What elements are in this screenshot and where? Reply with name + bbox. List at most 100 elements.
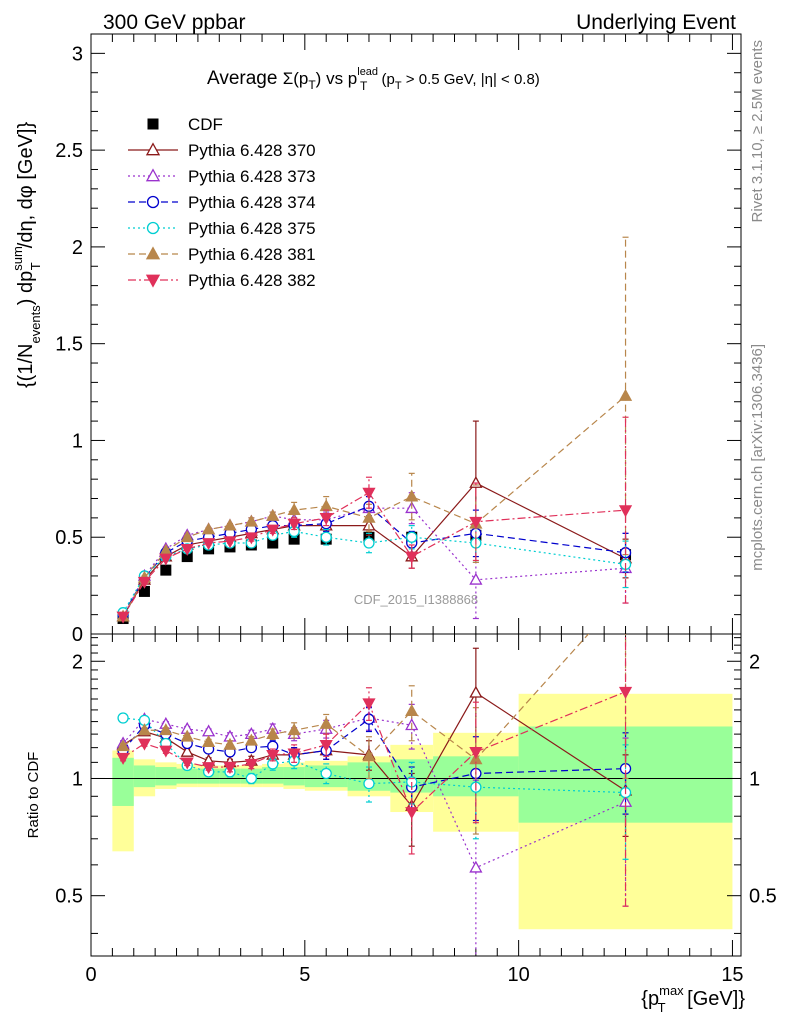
legend: CDF Pythia 6.428 370 Pythia 6.428 373 Pythi… (128, 115, 316, 290)
title-prefix: Average (207, 68, 283, 89)
x-tick-label: 15 (721, 964, 743, 986)
legend-marker (148, 223, 159, 234)
data-point (406, 808, 417, 818)
series-pythia-6-428-381 (118, 237, 631, 621)
title-sup-lead: lead (357, 66, 378, 78)
ratio-y-tick-label-right: 1 (749, 768, 760, 790)
data-point (160, 746, 171, 756)
xlabel-sub-t: T (658, 1000, 666, 1015)
x-tick-label: 5 (299, 964, 310, 986)
main-y-tick-label: 2.5 (55, 140, 83, 162)
legend-marker (148, 197, 159, 208)
band-inner-bin (155, 767, 176, 785)
title-sigma: Σ(p (283, 69, 309, 88)
main-y-tick-label: 2 (72, 237, 83, 259)
ratio-y-tick-label-left: 0.5 (55, 886, 83, 908)
xlabel-open: {p (641, 988, 659, 1010)
data-point (203, 726, 214, 736)
legend-marker (148, 119, 159, 130)
title-cut: (p (377, 71, 395, 88)
main-y-tick-label: 1 (72, 430, 83, 452)
legend-entry-pythia-6-428-373: Pythia 6.428 373 (128, 167, 316, 186)
title-sub-t2: T (360, 79, 368, 93)
ylabel-sup-sum: sum (10, 246, 25, 271)
legend-entry-pythia-6-428-370: Pythia 6.428 370 (128, 141, 316, 160)
x-tick-label: 0 (85, 964, 96, 986)
legend-label: Pythia 6.428 374 (188, 193, 316, 212)
analysis-watermark: CDF_2015_I1388868 (354, 592, 478, 607)
header-right: Underlying Event (576, 11, 736, 34)
data-point (470, 687, 481, 697)
legend-label: Pythia 6.428 382 (188, 271, 316, 290)
legend-label: CDF (188, 115, 223, 134)
band-inner-bin (134, 765, 155, 787)
data-point (321, 532, 331, 542)
legend-entry-pythia-6-428-382: Pythia 6.428 382 (128, 271, 316, 290)
data-point (363, 699, 374, 709)
data-point (160, 565, 171, 576)
data-point (267, 510, 278, 520)
rivet-side-label: Rivet 3.1.10, ≥ 2.5M events (749, 40, 766, 223)
main-y-tick-label: 1.5 (55, 334, 83, 356)
data-point (470, 862, 481, 872)
main-y-tick-label: 0.5 (55, 527, 83, 549)
legend-marker (147, 144, 159, 155)
ylabel-part1: {(1/N (15, 344, 37, 388)
data-point (224, 520, 235, 530)
legend-entry-cdf: CDF (148, 115, 223, 134)
data-point (364, 779, 374, 789)
title-cut2: > 0.5 GeV, |η| < 0.8) (402, 71, 540, 88)
mcplots-side-label: mcplots.cern.ch [arXiv:1306.3436] (749, 344, 766, 571)
data-point (470, 574, 481, 584)
data-point (139, 739, 150, 749)
xlabel-sup-max: max (659, 983, 684, 998)
ylabel-part3: /dη, dφ [GeV]} (15, 122, 37, 249)
ylabel-sub-t: T (28, 262, 43, 270)
x-tick-label: 10 (508, 964, 530, 986)
data-point (406, 491, 417, 501)
main-y-axis-label: {(1/Nevents) dpsum T/dη, dφ [GeV]} (10, 122, 43, 388)
title-vs: vs p (321, 69, 357, 88)
legend-entry-pythia-6-428-374: Pythia 6.428 374 (128, 193, 316, 212)
plot-title: Average Σ(pT) vs plead T (pT > 0.5 GeV, |… (207, 66, 540, 93)
legend-label: Pythia 6.428 373 (188, 167, 316, 186)
legend-label: Pythia 6.428 370 (188, 141, 316, 160)
data-point (620, 390, 631, 400)
xlabel-unit: [GeV]} (682, 988, 746, 1010)
ratio-y-tick-label-left: 2 (72, 651, 83, 673)
ratio-uncertainty-bands (112, 694, 732, 929)
data-point (364, 538, 374, 548)
data-point (289, 725, 300, 735)
data-point (470, 477, 481, 487)
band-inner-bin (112, 758, 133, 806)
ylabel-part2: ) dp (15, 271, 37, 305)
data-point (407, 532, 417, 542)
data-point (289, 504, 300, 514)
ratio-y-tick-label-right: 0.5 (749, 886, 777, 908)
data-point (118, 713, 128, 723)
legend-entry-pythia-6-428-381: Pythia 6.428 381 (128, 245, 316, 264)
legend-label: Pythia 6.428 381 (188, 245, 316, 264)
chart-root: 300 GeV ppbar Underlying Event 0 0.5 1 1.5 2… (0, 0, 786, 1024)
legend-marker (147, 275, 159, 286)
data-point (321, 718, 332, 728)
legend-label: Pythia 6.428 375 (188, 219, 316, 238)
data-point (246, 773, 256, 783)
data-point (363, 488, 374, 498)
data-point (620, 506, 631, 516)
header-left: 300 GeV ppbar (103, 11, 245, 34)
x-axis-label: {pmax T [GeV]} (641, 983, 745, 1015)
legend-marker (147, 248, 159, 259)
main-series (118, 237, 631, 624)
ylabel-sub-events: events (28, 305, 43, 344)
ratio-y-tick-label-left: 1 (72, 768, 83, 790)
band-inner-bin (283, 767, 304, 785)
main-y-tick-label: 3 (72, 43, 83, 65)
legend-entry-pythia-6-428-375: Pythia 6.428 375 (128, 219, 316, 238)
main-y-tick-label: 0 (72, 624, 83, 646)
legend-marker (147, 170, 159, 181)
ratio-y-axis-label: Ratio to CDF (25, 752, 42, 839)
data-point (406, 705, 417, 715)
data-point (321, 768, 331, 778)
ratio-y-tick-label-right: 2 (749, 651, 760, 673)
